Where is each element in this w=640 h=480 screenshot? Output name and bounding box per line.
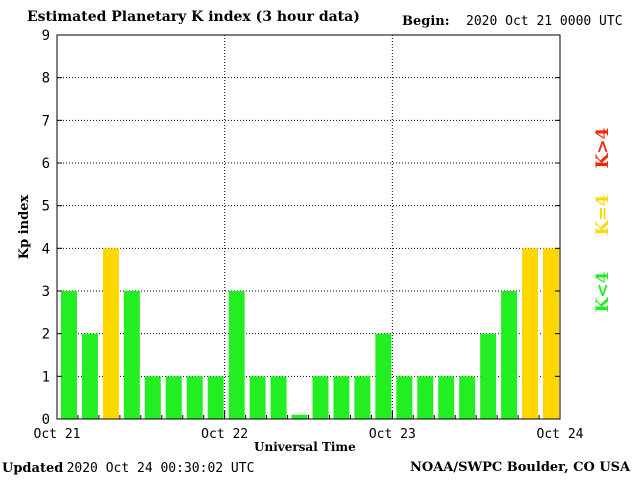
- y-tick-label: 2: [42, 327, 50, 343]
- kp-bar: [438, 376, 455, 419]
- kp-bar: [186, 376, 203, 419]
- updated-line: Updated 2020 Oct 24 00:30:02 UTC: [2, 460, 254, 476]
- kp-bar: [312, 376, 329, 419]
- chart-title: Estimated Planetary K index (3 hour data…: [27, 9, 360, 25]
- updated-label: Updated: [2, 461, 64, 476]
- y-tick-label: 6: [42, 156, 50, 172]
- kp-bar: [249, 376, 266, 419]
- y-tick-label: 3: [42, 284, 50, 300]
- kp-bar: [228, 291, 245, 419]
- y-tick-label: 1: [42, 369, 50, 385]
- legend-entry: K<4: [593, 271, 613, 312]
- y-tick-label: 0: [42, 412, 50, 428]
- y-tick-label: 7: [42, 113, 50, 129]
- source-credit: NOAA/SWPC Boulder, CO USA: [410, 460, 631, 475]
- kp-bar: [501, 291, 518, 419]
- begin-value: 2020 Oct 21 0000 UTC: [466, 14, 623, 29]
- updated-value: 2020 Oct 24 00:30:02 UTC: [66, 461, 255, 476]
- kp-bar: [396, 376, 413, 419]
- x-tick-label: Oct 22: [201, 427, 248, 442]
- y-tick-label: 8: [42, 71, 50, 87]
- kp-bar: [144, 376, 161, 419]
- kp-bar: [102, 248, 119, 419]
- x-axis-label: Universal Time: [254, 440, 356, 454]
- kp-bar: [270, 376, 287, 419]
- kp-bar: [165, 376, 182, 419]
- x-tick-label: Oct 21: [34, 427, 81, 442]
- x-tick-label: Oct 24: [537, 427, 584, 442]
- kp-bar: [459, 376, 476, 419]
- kp-bar: [375, 333, 392, 419]
- kp-bar: [417, 376, 434, 419]
- kp-bar: [333, 376, 350, 419]
- kp-bar: [81, 333, 98, 419]
- legend-entry: K=4: [593, 194, 613, 235]
- kp-bar: [522, 248, 539, 419]
- y-tick-label: 4: [42, 241, 50, 257]
- kp-bar: [207, 376, 224, 419]
- y-tick-label: 5: [42, 199, 50, 215]
- begin-label: Begin:: [402, 14, 450, 29]
- x-tick-label: Oct 23: [369, 427, 416, 442]
- legend-entry: K>4: [593, 127, 613, 168]
- kp-bar: [123, 291, 140, 419]
- kp-bar: [480, 333, 497, 419]
- kp-bar: [354, 376, 371, 419]
- kp-bar: [61, 291, 77, 419]
- y-tick-label: 9: [42, 28, 50, 44]
- y-axis-label: Kp index: [17, 195, 32, 260]
- kp-bar: [291, 414, 308, 419]
